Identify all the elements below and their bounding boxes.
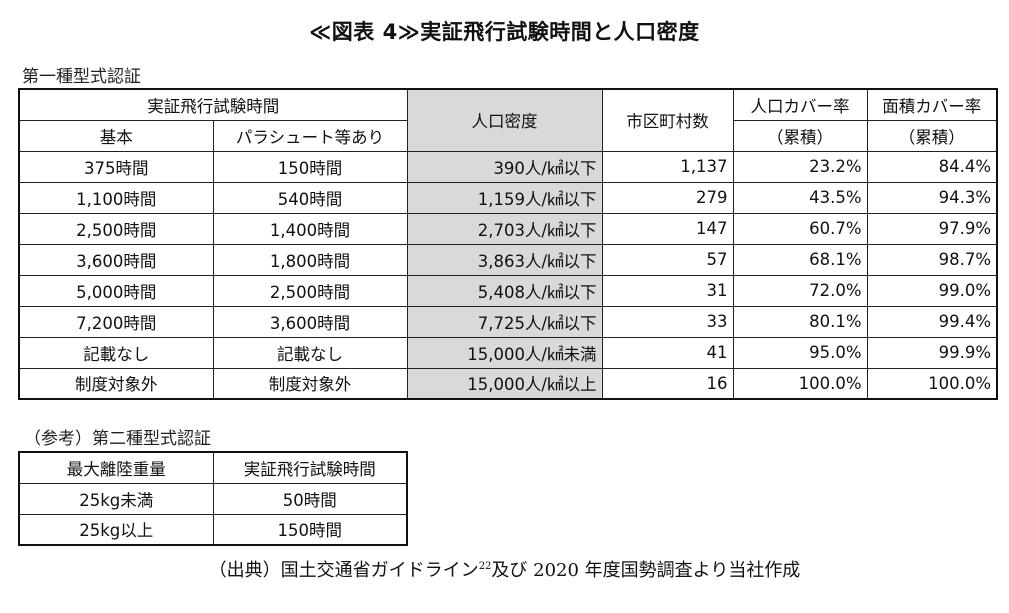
cell-parachute: 1,400時間 [212,212,408,245]
cell-pop: 43.5% [732,181,868,214]
type2-label: （参考）第二種型式認証 [24,429,211,449]
cell-area: 99.9% [866,336,998,369]
table-row: 1,100時間 540時間 1,159人/㎢以下 279 43.5% 94.3% [18,181,998,214]
table-row: 5,000時間 2,500時間 5,408人/㎢以下 31 72.0% 99.0… [18,274,998,307]
cell-basic: 7,200時間 [18,305,214,338]
cell-time: 150時間 [212,513,408,546]
cell-area: 100.0% [866,367,998,400]
cell-parachute: 2,500時間 [212,274,408,307]
table-row: 25kg未満 50時間 [18,482,408,515]
cell-area: 94.3% [866,181,998,214]
table-row: 記載なし 記載なし 15,000人/㎢未満 41 95.0% 99.9% [18,336,998,369]
source-note: （出典）国土交通省ガイドライン22及び 2020 年度国勢調査より当社作成 [0,556,1009,582]
cell-density: 390人/㎢以下 [406,150,603,183]
table-row: 制度対象外 制度対象外 15,000人/㎢以上 16 100.0% 100.0% [18,367,998,400]
figure-title: ≪図表 4≫実証飛行試験時間と人口密度 [309,20,700,44]
cell-area: 99.4% [866,305,998,338]
header-row-1: 実証飛行試験時間 人口密度 市区町村数 人口カバー率 面積カバー率 [18,88,998,152]
table-row: 3,600時間 1,800時間 3,863人/㎢以下 57 68.1% 98.7… [18,243,998,276]
table-row: 375時間 150時間 390人/㎢以下 1,137 23.2% 84.4% [18,150,998,183]
table-row: 2,500時間 1,400時間 2,703人/㎢以下 147 60.7% 97.… [18,212,998,245]
header-pop-cover: 人口カバー率 [732,88,868,121]
cell-weight: 25kg未満 [18,482,214,515]
cell-parachute: 540時間 [212,181,408,214]
header-area-cover: 面積カバー率 [866,88,998,121]
cell-density: 15,000人/㎢以上 [406,367,603,400]
header-municipalities: 市区町村数 [601,88,734,152]
cell-count: 16 [601,367,734,400]
header-pop-cumulative: （累積） [732,119,868,152]
footnote-marker: 22 [478,561,492,572]
source-prefix: （出典）国土交通省ガイドライン [208,560,479,581]
source-suffix: 及び 2020 年度国勢調査より当社作成 [491,560,801,581]
cell-count: 57 [601,243,734,276]
cell-count: 279 [601,181,734,214]
cell-basic: 5,000時間 [18,274,214,307]
cell-parachute: 1,800時間 [212,243,408,276]
cell-pop: 95.0% [732,336,868,369]
cell-density: 7,725人/㎢以下 [406,305,603,338]
cell-count: 33 [601,305,734,338]
cell-count: 31 [601,274,734,307]
cell-density: 3,863人/㎢以下 [406,243,603,276]
cell-pop: 68.1% [732,243,868,276]
cell-area: 99.0% [866,274,998,307]
cell-basic: 制度対象外 [18,367,214,400]
cell-basic: 2,500時間 [18,212,214,245]
cell-count: 41 [601,336,734,369]
header-area-cumulative: （累積） [866,119,998,152]
header-weight: 最大離陸重量 [18,451,214,484]
cell-parachute: 3,600時間 [212,305,408,338]
header-density: 人口密度 [406,88,603,152]
cell-pop: 23.2% [732,150,868,183]
main-table: 実証飛行試験時間 人口密度 市区町村数 人口カバー率 面積カバー率 基本 パラシ… [18,88,998,400]
header-basic: 基本 [18,119,214,152]
cell-area: 84.4% [866,150,998,183]
cell-count: 1,137 [601,150,734,183]
cell-basic: 375時間 [18,150,214,183]
cell-area: 98.7% [866,243,998,276]
cell-pop: 72.0% [732,274,868,307]
cell-density: 15,000人/㎢未満 [406,336,603,369]
table-row: 25kg以上 150時間 [18,513,408,546]
cell-time: 50時間 [212,482,408,515]
cell-parachute: 制度対象外 [212,367,408,400]
cell-basic: 1,100時間 [18,181,214,214]
cell-count: 147 [601,212,734,245]
cell-pop: 80.1% [732,305,868,338]
sub-header-row: 最大離陸重量 実証飛行試験時間 [18,451,408,484]
cell-area: 97.9% [866,212,998,245]
table-row: 7,200時間 3,600時間 7,725人/㎢以下 33 80.1% 99.4… [18,305,998,338]
cell-parachute: 記載なし [212,336,408,369]
header-flight-time: 実証飛行試験時間 [212,451,408,484]
cell-pop: 60.7% [732,212,868,245]
cell-pop: 100.0% [732,367,868,400]
cell-basic: 記載なし [18,336,214,369]
cell-basic: 3,600時間 [18,243,214,276]
cell-density: 1,159人/㎢以下 [406,181,603,214]
cell-weight: 25kg以上 [18,513,214,546]
type1-label: 第一種型式認証 [22,67,141,87]
cell-density: 5,408人/㎢以下 [406,274,603,307]
header-flight-time: 実証飛行試験時間 [18,88,408,121]
header-row-2: 基本 パラシュート等あり （累積） （累積） [18,119,998,152]
sub-table: 最大離陸重量 実証飛行試験時間 25kg未満 50時間 25kg以上 150時間 [18,451,408,546]
cell-parachute: 150時間 [212,150,408,183]
cell-density: 2,703人/㎢以下 [406,212,603,245]
header-parachute: パラシュート等あり [212,119,408,152]
